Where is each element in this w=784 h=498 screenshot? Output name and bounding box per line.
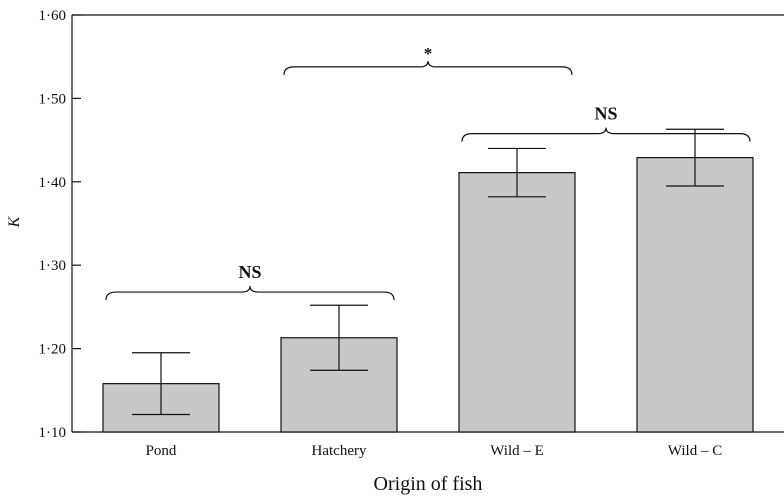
- y-tick-label: 1·10: [39, 425, 67, 441]
- bar: [636, 157, 754, 433]
- x-axis-title: Origin of fish: [374, 473, 483, 495]
- x-tick-label: Hatchery: [312, 443, 367, 459]
- significance-annotations: NS * NS: [105, 44, 751, 301]
- y-tick-label: 1·30: [39, 258, 67, 274]
- y-tick-label: 1·20: [39, 342, 67, 358]
- significance-brace: [461, 127, 751, 142]
- y-tick-label: 1·50: [39, 91, 67, 107]
- significance-label: NS: [238, 262, 261, 282]
- significance-brace: [105, 286, 395, 301]
- error-bars: [132, 128, 724, 416]
- x-tick-label: Pond: [146, 443, 177, 459]
- y-axis-title: K: [6, 215, 23, 228]
- y-tick-label: 1·60: [39, 8, 67, 24]
- x-tick-label: Wild – E: [490, 443, 544, 459]
- significance-brace: [283, 60, 573, 75]
- x-tick-label: Wild – C: [668, 443, 722, 459]
- y-tick-label: 1·40: [39, 175, 67, 191]
- significance-label: *: [424, 44, 433, 63]
- y-axis: 1·10 1·20 1·30 1·40 1·50 1·60: [39, 8, 81, 441]
- bars: [102, 157, 754, 433]
- x-axis: Pond Hatchery Wild – E Wild – C: [146, 443, 723, 459]
- significance-label: NS: [594, 104, 617, 124]
- bar: [458, 172, 576, 433]
